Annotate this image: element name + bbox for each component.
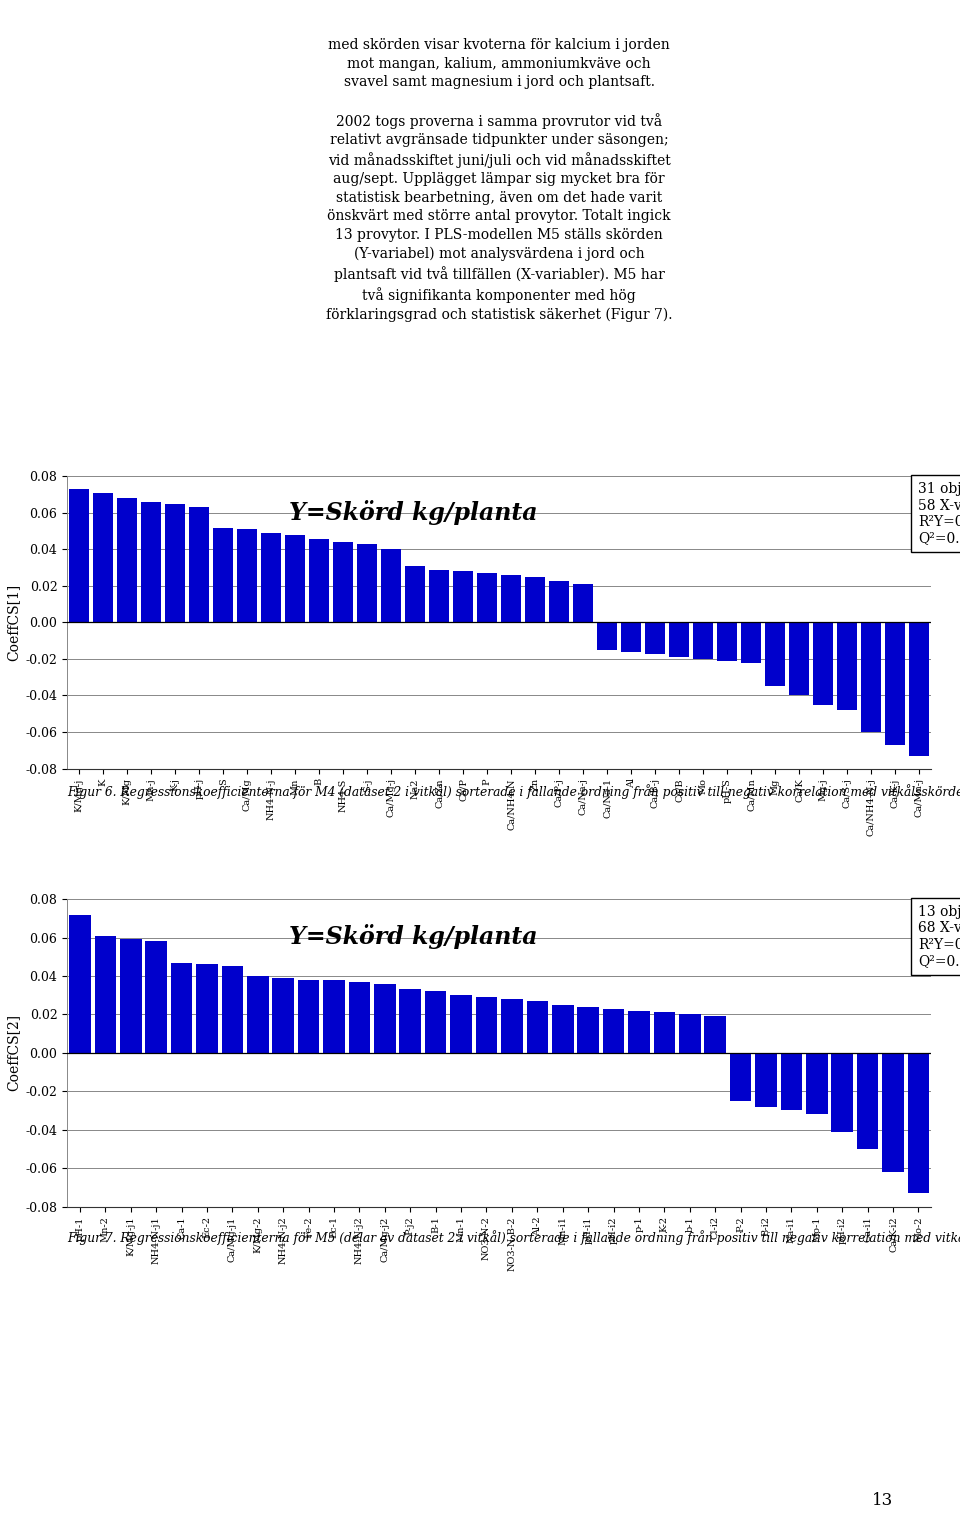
Y-axis label: CoeffCS[1]: CoeffCS[1]	[6, 584, 20, 661]
Bar	[450, 996, 472, 1053]
Bar	[806, 1053, 828, 1114]
Bar	[429, 570, 449, 622]
Bar	[189, 507, 209, 622]
Bar	[837, 622, 857, 710]
Bar	[730, 1053, 752, 1100]
Bar	[813, 622, 833, 704]
Bar	[789, 622, 809, 695]
Bar	[645, 622, 665, 653]
Bar	[705, 1016, 726, 1053]
Text: 31 objekt
58 X-variabler
R²Y=0.770
Q²=0.622: 31 objekt 58 X-variabler R²Y=0.770 Q²=0.…	[918, 483, 960, 546]
Bar	[120, 939, 141, 1053]
Bar	[603, 1008, 624, 1053]
Bar	[857, 1053, 878, 1150]
Bar	[693, 622, 713, 659]
Bar	[357, 544, 377, 622]
Bar	[476, 998, 497, 1053]
Bar	[298, 981, 320, 1053]
Bar	[525, 576, 545, 622]
Bar	[171, 962, 192, 1053]
Bar	[141, 503, 161, 622]
Bar	[196, 965, 218, 1053]
Bar	[237, 529, 257, 622]
Bar	[549, 581, 569, 622]
Bar	[577, 1007, 599, 1053]
Bar	[831, 1053, 853, 1131]
Text: 13 objekt
68 X-variabler
R²Y=0.976
Q²=0.809: 13 objekt 68 X-variabler R²Y=0.976 Q²=0.…	[918, 905, 960, 968]
Bar	[501, 575, 521, 622]
Bar	[93, 493, 113, 622]
Bar	[405, 566, 425, 622]
Bar	[861, 622, 881, 732]
Bar	[669, 622, 689, 658]
Bar	[908, 1053, 929, 1193]
Bar	[309, 538, 329, 622]
Bar	[374, 984, 396, 1053]
Bar	[552, 1005, 573, 1053]
Bar	[477, 573, 497, 622]
Bar	[333, 543, 353, 622]
Text: Figur 6. Regressionskoefficienterna för M4 (dataset 2 i vitkål) sorterade i fall: Figur 6. Regressionskoefficienterna för …	[67, 784, 960, 799]
Bar	[285, 535, 305, 622]
Bar	[381, 549, 401, 622]
Bar	[741, 622, 761, 662]
Bar	[628, 1011, 650, 1053]
Bar	[621, 622, 641, 652]
Bar	[882, 1053, 904, 1171]
Bar	[425, 991, 446, 1053]
Text: Y=Skörd kg/planta: Y=Skörd kg/planta	[289, 500, 537, 524]
Bar	[273, 978, 294, 1053]
Bar	[222, 967, 243, 1053]
Bar	[165, 504, 185, 622]
Text: 13: 13	[872, 1492, 893, 1509]
Y-axis label: CoeffCS[2]: CoeffCS[2]	[6, 1014, 20, 1091]
Bar	[679, 1014, 701, 1053]
Bar	[94, 936, 116, 1053]
Bar	[261, 533, 281, 622]
Bar	[117, 498, 137, 622]
Bar	[213, 527, 233, 622]
Bar	[909, 622, 929, 756]
Bar	[756, 1053, 777, 1107]
Bar	[717, 622, 737, 661]
Bar	[654, 1013, 675, 1053]
Bar	[399, 990, 421, 1053]
Bar	[247, 976, 269, 1053]
Bar	[765, 622, 785, 687]
Bar	[324, 981, 345, 1053]
Text: med skörden visar kvoterna för kalcium i jorden
mot mangan, kalium, ammoniumkväv: med skörden visar kvoterna för kalcium i…	[326, 38, 672, 321]
Bar	[453, 572, 473, 622]
Bar	[69, 915, 90, 1053]
Bar	[780, 1053, 803, 1110]
Text: Figur 7. Regressionskoefficienterna för M5 (delar av dataset 2 i vitkål) sortera: Figur 7. Regressionskoefficienterna för …	[67, 1230, 960, 1245]
Bar	[145, 941, 167, 1053]
Bar	[573, 584, 593, 622]
Bar	[501, 999, 522, 1053]
Bar	[597, 622, 617, 650]
Bar	[526, 1001, 548, 1053]
Bar	[885, 622, 905, 745]
Bar	[348, 982, 371, 1053]
Text: Y=Skörd kg/planta: Y=Skörd kg/planta	[289, 924, 537, 948]
Bar	[69, 489, 89, 622]
